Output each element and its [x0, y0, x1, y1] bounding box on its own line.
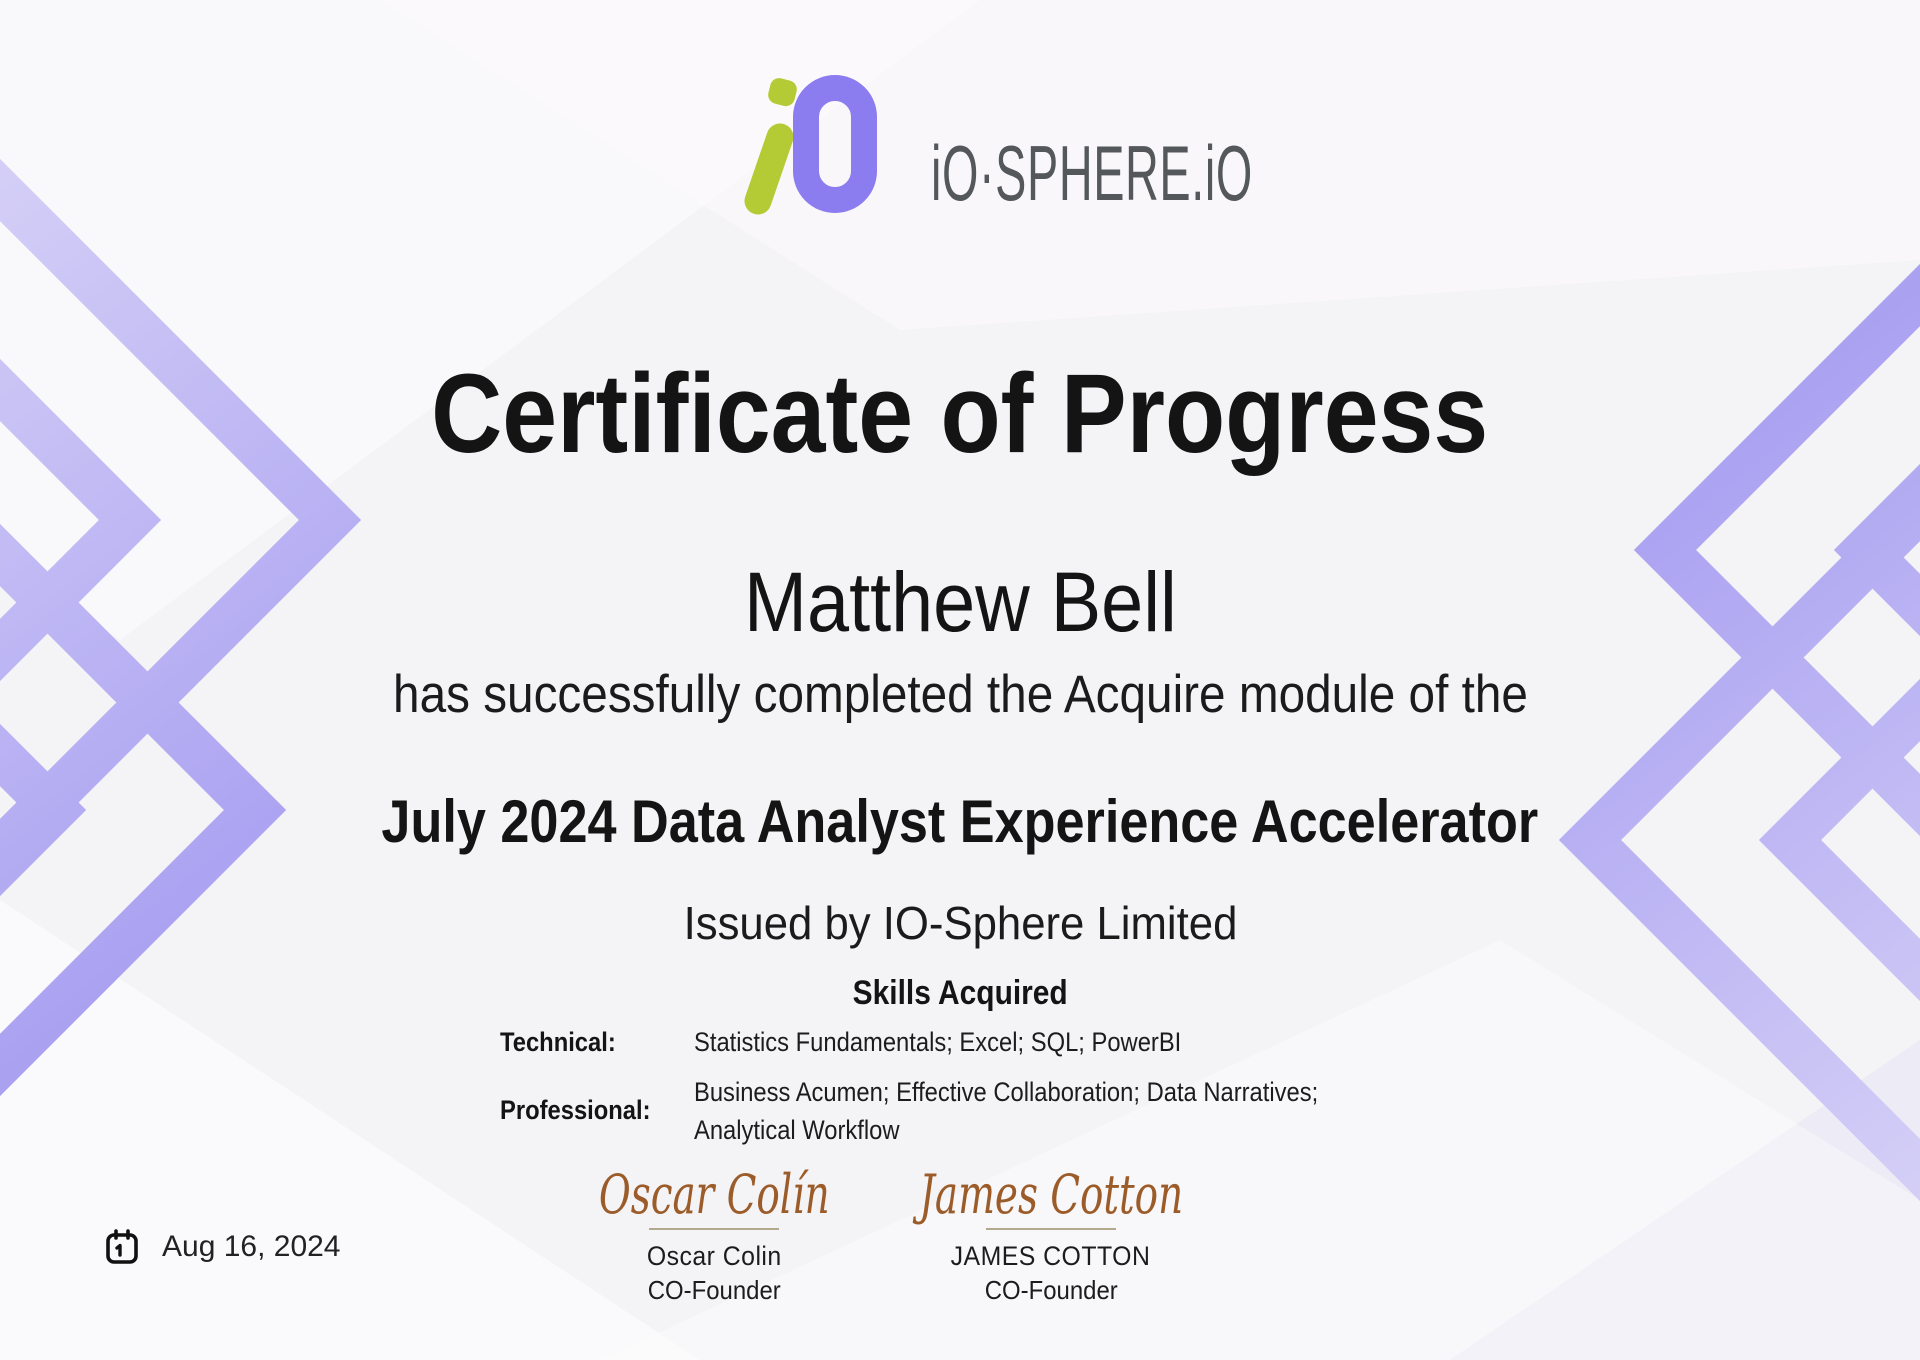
skill-value-technical: Statistics Fundamentals; Excel; SQL; Pow…: [694, 1027, 1182, 1057]
brand-wordmark: iO·SPHERE.iO: [931, 127, 1467, 221]
logo: iO·SPHERE.iO: [0, 0, 1252, 245]
signature-title-oscar: CO-Founder: [647, 1275, 781, 1306]
skill-value-professional-line2: Analytical Workflow: [694, 1115, 900, 1145]
skill-label-professional: Professional:: [500, 1095, 651, 1125]
signature-name-james: JAMES COTTON: [951, 1241, 1151, 1272]
skills-heading: Skills Acquired: [852, 974, 1068, 1012]
issue-date: Aug 16, 2024: [104, 1228, 341, 1266]
calendar-icon: [106, 1229, 138, 1264]
skill-label-technical: Technical:: [500, 1027, 616, 1057]
skill-value-professional-line1: Business Acumen; Effective Collaboration…: [694, 1077, 1319, 1107]
signature-block-oscar: Oscar Colín Oscar Colin CO-Founder: [464, 1165, 964, 1307]
program-name: July 2024 Data Analyst Experience Accele…: [381, 788, 1539, 855]
issuer-line: Issued by IO-Sphere Limited: [683, 897, 1237, 949]
signature-name-oscar: Oscar Colin: [646, 1241, 782, 1272]
certificate-title: Certificate of Progress: [431, 351, 1489, 476]
brand-wordmark-text: iO·SPHERE.iO: [931, 129, 1253, 217]
signature-rule: [649, 1228, 779, 1231]
issue-date-text: Aug 16, 2024: [162, 1230, 341, 1263]
completion-statement: has successfully completed the Acquire m…: [392, 665, 1528, 724]
signature-rule: [986, 1228, 1116, 1231]
io-sphere-logo-mark: [744, 75, 877, 215]
signature-script-james: James Cotton: [919, 1163, 1183, 1226]
signature-script-oscar: Oscar Colín: [598, 1163, 830, 1226]
signature-block-james: James Cotton JAMES COTTON CO-Founder: [801, 1165, 1301, 1307]
signature-title-james: CO-Founder: [984, 1275, 1118, 1306]
recipient-name: Matthew Bell: [743, 555, 1177, 649]
